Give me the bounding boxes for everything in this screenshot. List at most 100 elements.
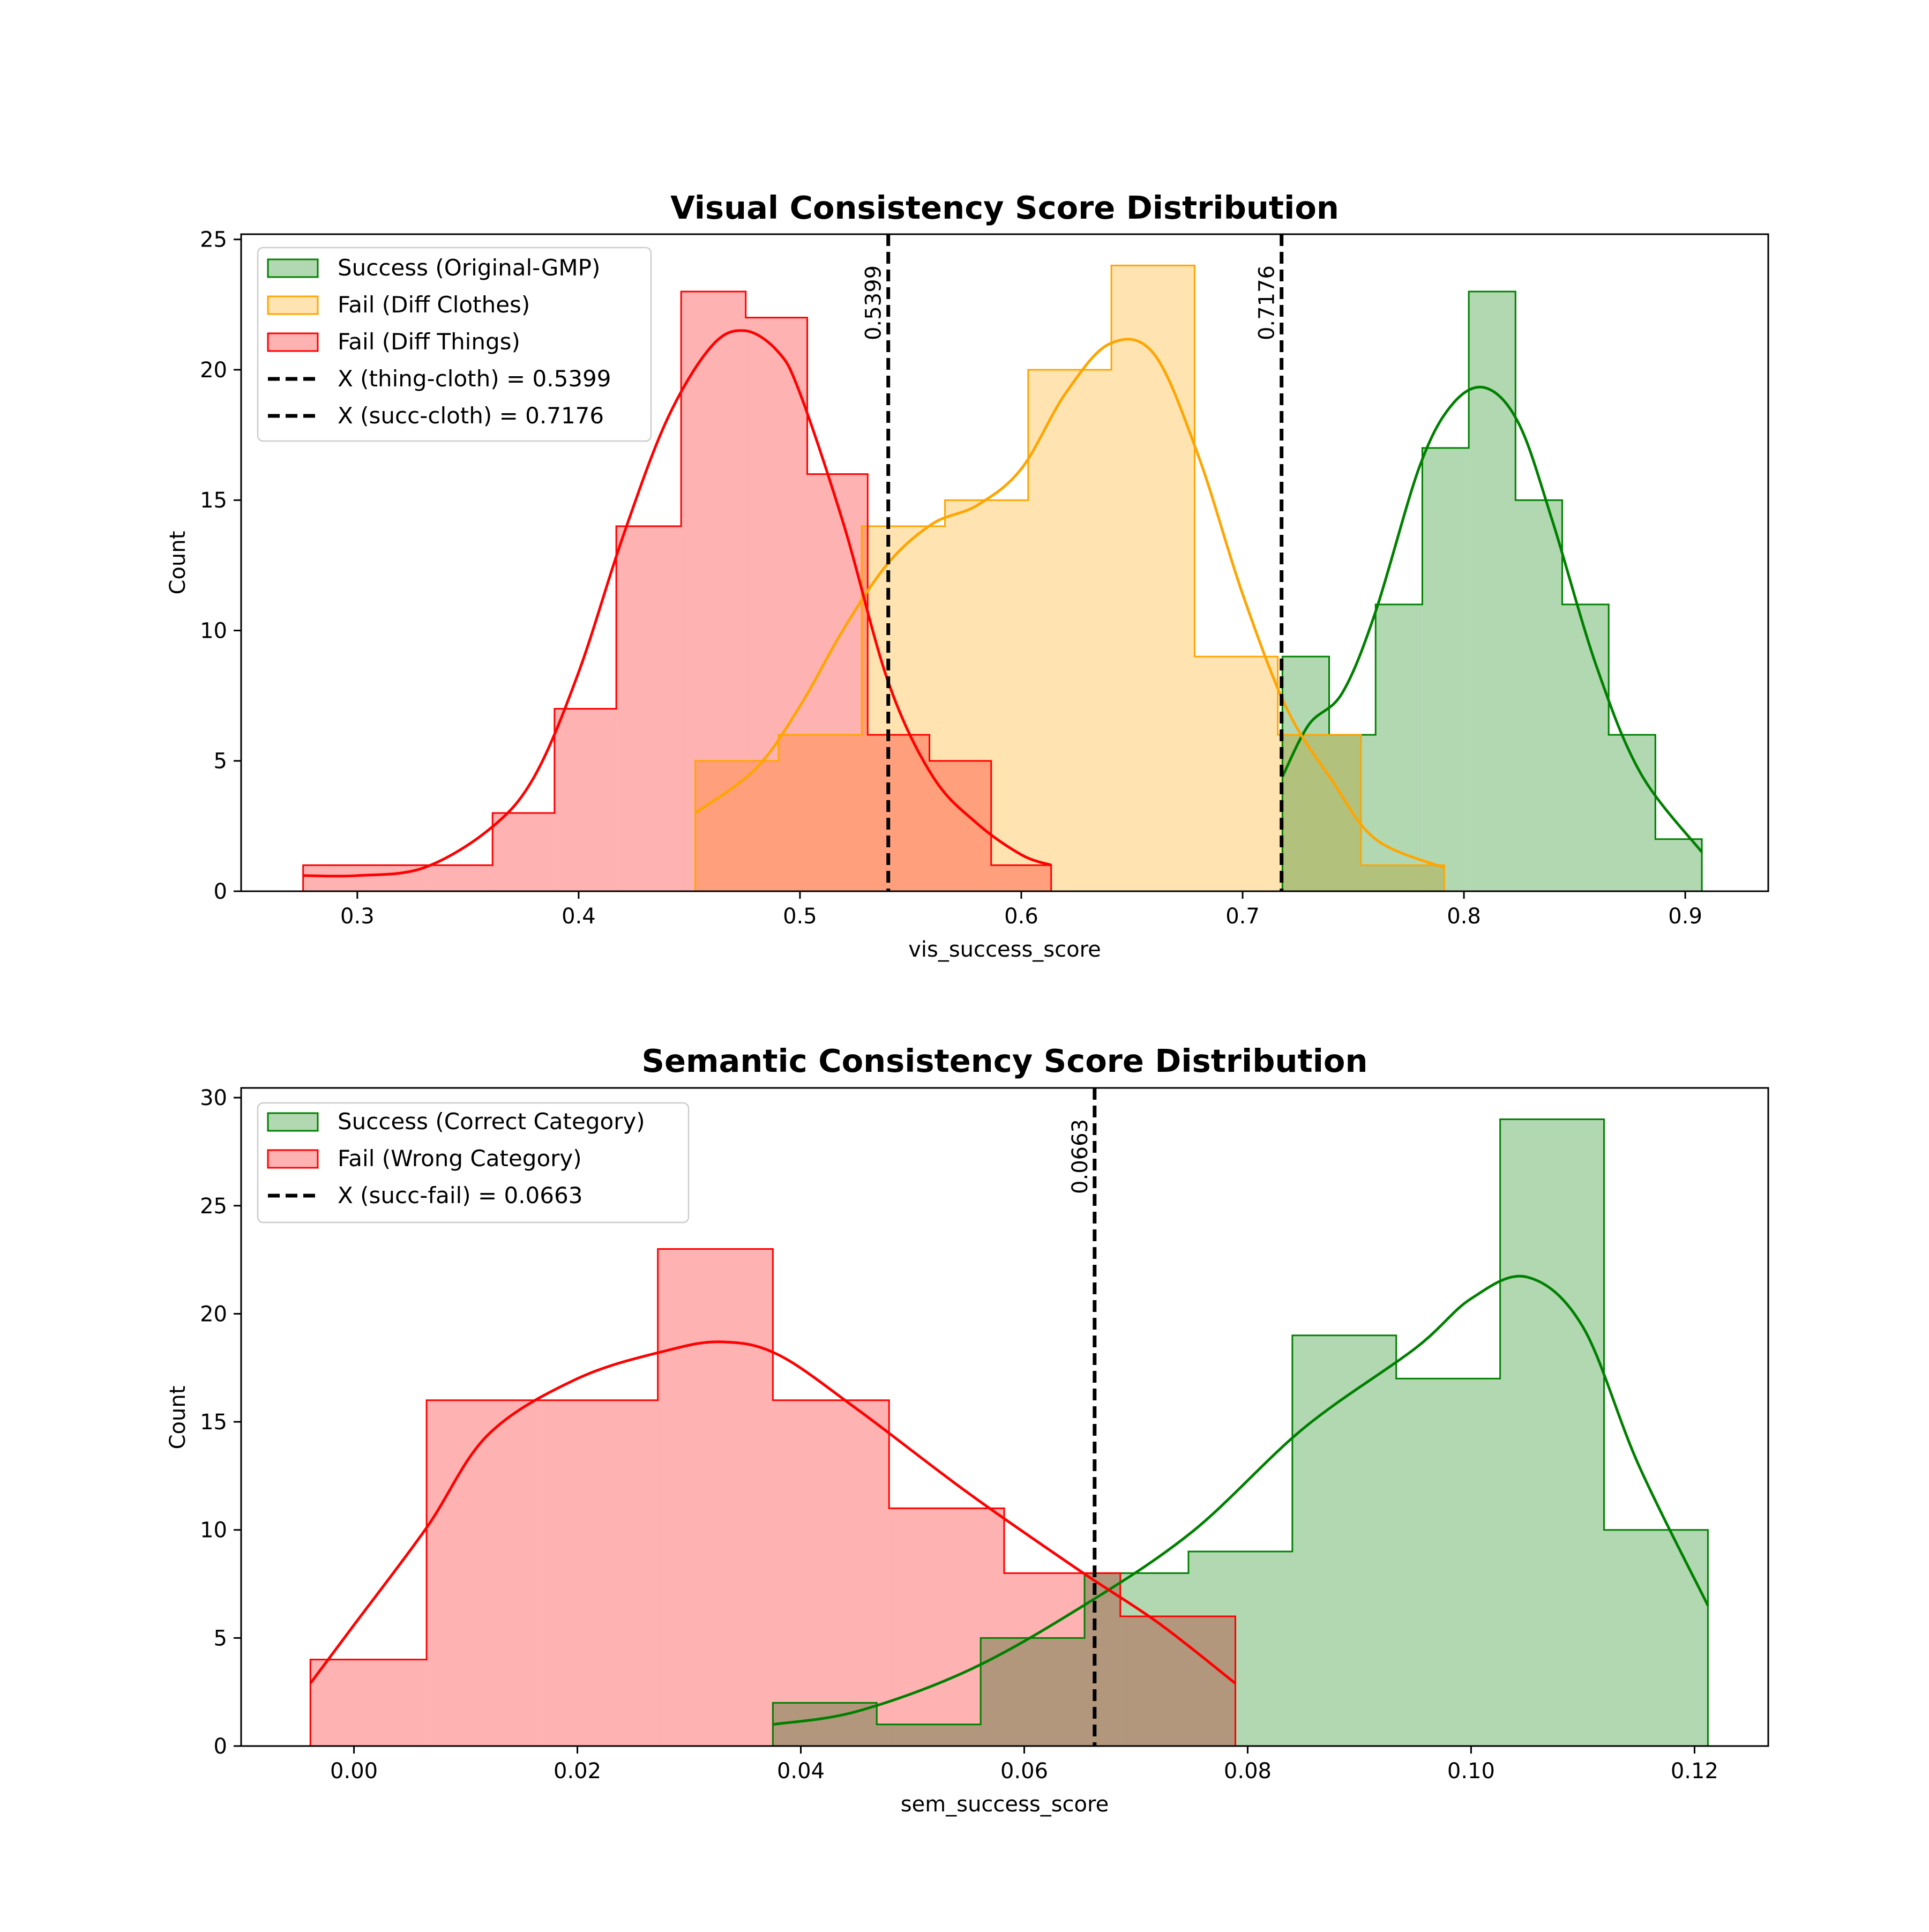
semantic-x-ticks: 0.00 0.02 0.04 0.06 0.08 0.10 0.12 xyxy=(330,1746,1718,1784)
bar-fail-wrong-category-3 xyxy=(657,1249,773,1746)
semantic-kde-curves xyxy=(309,1274,1709,1726)
bar-fail-wrong-category-1 xyxy=(427,1400,542,1746)
step-outline-fail-wrong-category xyxy=(309,1248,1237,1746)
visual-chart-title: Visual Consistency Score Distribution xyxy=(670,189,1339,226)
bar-success-original-gmp-5 xyxy=(1515,500,1562,891)
visual-bars xyxy=(302,264,1703,891)
threshold-label-0-7176: 0.7176 xyxy=(1255,265,1280,340)
semantic-plot-frame xyxy=(240,1087,1769,1747)
semantic-xtick-label-1: 0.02 xyxy=(554,1759,601,1784)
visual-plot-frame xyxy=(240,233,1769,892)
semantic-xtick-label-5: 0.10 xyxy=(1447,1759,1495,1784)
visual-x-ticks: 0.3 0.4 0.5 0.6 0.7 0.8 0.9 xyxy=(340,891,1702,929)
bar-success-original-gmp-6 xyxy=(1562,604,1609,891)
bar-fail-diff-things-3 xyxy=(492,813,555,891)
semantic-ytick-label-1: 5 xyxy=(214,1626,227,1651)
step-outline-fail-diff-clothes xyxy=(694,264,1445,891)
legend-swatch-diff-clothes xyxy=(267,295,319,315)
semantic-xtick-label-6: 0.12 xyxy=(1671,1759,1718,1784)
bar-success-original-gmp-7 xyxy=(1609,735,1656,891)
legend-swatch-wrong-category xyxy=(267,1149,319,1169)
visual-ytick-label-2: 10 xyxy=(200,618,227,643)
semantic-ytick-label-3: 15 xyxy=(200,1410,227,1435)
threshold-label-0-5399: 0.5399 xyxy=(862,265,886,340)
visual-xtick-label-1: 0.4 xyxy=(562,904,596,929)
bar-fail-diff-things-4 xyxy=(554,708,617,891)
bar-success-original-gmp-2 xyxy=(1375,604,1423,891)
bar-fail-diff-things-6 xyxy=(681,292,746,891)
semantic-ytick-label-2: 10 xyxy=(200,1518,227,1543)
semantic-xtick-label-2: 0.04 xyxy=(777,1759,825,1784)
step-outline-fail-diff-things xyxy=(302,290,1052,891)
semantic-chart-title: Semantic Consistency Score Distribution xyxy=(642,1042,1368,1079)
bar-fail-diff-things-2 xyxy=(427,865,493,891)
visual-kde-curves xyxy=(303,329,1703,878)
visual-xtick-label-0: 0.3 xyxy=(340,904,375,929)
visual-ytick-label-4: 20 xyxy=(200,358,227,383)
semantic-ytick-label-6: 30 xyxy=(200,1086,227,1110)
legend-label-wrong-category: Fail (Wrong Category) xyxy=(338,1145,582,1172)
bar-fail-diff-clothes-8 xyxy=(1361,865,1445,891)
threshold-label-0-0663: 0.0663 xyxy=(1068,1119,1093,1194)
step-outline-success-correct-category xyxy=(772,1118,1709,1746)
legend-swatch-diff-things xyxy=(267,332,319,352)
semantic-xtick-label-0: 0.00 xyxy=(330,1759,378,1784)
semantic-legend: Success (Correct Category) Fail (Wrong C… xyxy=(257,1102,690,1224)
semantic-legend-box xyxy=(257,1102,690,1224)
semantic-y-ticks: 0 5 10 15 20 25 30 xyxy=(200,1086,241,1759)
legend-swatch-correct-category xyxy=(267,1112,319,1132)
kde-fail-wrong-category xyxy=(309,1340,1237,1685)
bar-success-original-gmp-8 xyxy=(1655,839,1702,891)
semantic-ytick-label-5: 25 xyxy=(200,1194,227,1219)
visual-legend-box xyxy=(257,247,652,442)
legend-swatch-success xyxy=(267,258,319,278)
bar-success-correct-category-5 xyxy=(1292,1335,1396,1746)
bar-success-original-gmp-3 xyxy=(1422,447,1469,891)
bar-fail-diff-clothes-4 xyxy=(1028,369,1112,891)
legend-label-thing-cloth: X (thing-cloth) = 0.5399 xyxy=(338,365,611,392)
visual-xtick-label-3: 0.6 xyxy=(1004,904,1038,929)
bar-success-correct-category-8 xyxy=(1604,1530,1708,1746)
bar-fail-diff-things-7 xyxy=(745,317,808,891)
bar-fail-wrong-category-5 xyxy=(889,1508,1004,1746)
semantic-chart: Semantic Consistency Score Distribution … xyxy=(166,1042,1769,1817)
bar-fail-diff-clothes-5 xyxy=(1111,265,1195,891)
legend-label-diff-clothes: Fail (Diff Clothes) xyxy=(338,292,530,318)
semantic-ytick-label-0: 0 xyxy=(214,1734,227,1759)
semantic-bars xyxy=(309,1118,1709,1746)
visual-xtick-label-4: 0.7 xyxy=(1225,904,1260,929)
semantic-x-axis-label: sem_success_score xyxy=(901,1792,1109,1817)
bar-fail-diff-things-9 xyxy=(868,735,930,891)
legend-label-diff-things: Fail (Diff Things) xyxy=(338,329,520,355)
visual-x-axis-label: vis_success_score xyxy=(908,937,1101,962)
bar-fail-diff-things-8 xyxy=(807,474,868,891)
bar-fail-wrong-category-6 xyxy=(1004,1573,1120,1746)
visual-ytick-label-5: 25 xyxy=(200,228,227,252)
visual-chart: Visual Consistency Score Distribution 0.… xyxy=(166,189,1769,962)
visual-ytick-label-1: 5 xyxy=(214,749,227,774)
visual-xtick-label-2: 0.5 xyxy=(783,904,817,929)
semantic-ytick-label-4: 20 xyxy=(200,1302,227,1326)
kde-success-original-gmp xyxy=(1281,385,1703,853)
legend-label-success: Success (Original-GMP) xyxy=(338,255,600,281)
bar-fail-diff-things-0 xyxy=(303,865,365,891)
visual-ytick-label-0: 0 xyxy=(214,879,227,904)
visual-y-ticks: 0 5 10 15 20 25 xyxy=(200,228,241,904)
bar-fail-wrong-category-0 xyxy=(310,1659,427,1746)
bar-fail-wrong-category-7 xyxy=(1120,1616,1236,1746)
bar-fail-wrong-category-2 xyxy=(541,1400,658,1746)
legend-label-correct-category: Success (Correct Category) xyxy=(338,1108,645,1135)
semantic-xtick-label-3: 0.06 xyxy=(1000,1759,1048,1784)
legend-label-succ-cloth: X (succ-cloth) = 0.7176 xyxy=(338,402,604,429)
bar-fail-diff-things-11 xyxy=(991,865,1051,891)
visual-ytick-label-3: 15 xyxy=(200,488,227,513)
bar-success-correct-category-6 xyxy=(1396,1378,1500,1746)
bar-fail-diff-things-5 xyxy=(616,526,682,891)
semantic-y-axis-label: Count xyxy=(166,1386,190,1450)
visual-legend: Success (Original-GMP) Fail (Diff Clothe… xyxy=(257,247,652,442)
legend-label-succ-fail: X (succ-fail) = 0.0663 xyxy=(338,1182,582,1209)
visual-xtick-label-6: 0.9 xyxy=(1668,904,1702,929)
bar-fail-wrong-category-4 xyxy=(773,1400,889,1746)
